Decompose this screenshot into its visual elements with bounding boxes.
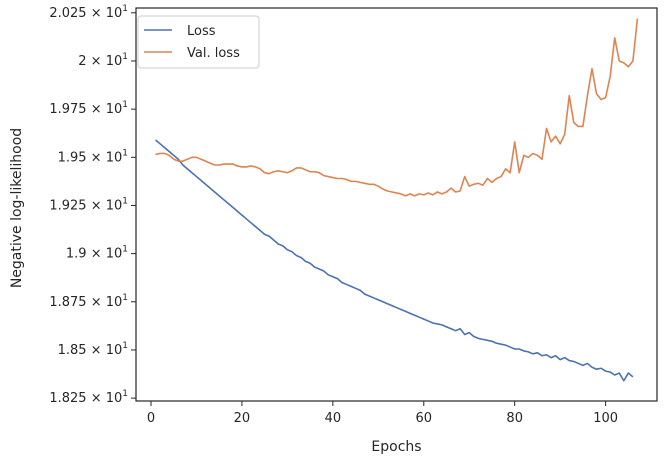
legend: Loss Val. loss	[137, 15, 260, 69]
x-tick-label: 40	[325, 411, 342, 426]
y-tick-label: 2 × 101	[78, 52, 128, 69]
x-tick-label: 60	[416, 411, 433, 426]
x-tick-label: 80	[506, 411, 523, 426]
y-tick-label: 1.9 × 101	[66, 245, 128, 262]
y-tick-label: 1.925 × 101	[49, 196, 128, 213]
series-line-val-loss	[155, 18, 639, 197]
x-axis-label: Epochs	[371, 439, 421, 455]
legend-box	[137, 15, 260, 69]
y-axis-label: Negative log-likelihood	[9, 128, 25, 288]
series-layer	[155, 18, 639, 382]
y-tick-label: 1.95 × 101	[58, 148, 128, 165]
legend-label-val-loss: Val. loss	[187, 46, 240, 61]
x-tick-label: 0	[147, 411, 155, 426]
series-line-loss	[155, 139, 634, 382]
x-tick-label: 100	[593, 411, 618, 426]
y-tick-label: 1.875 × 101	[49, 293, 128, 310]
ticks-layer: 0 20 40 60 80 100 1.825 × 101 1.85 × 101 1.875 ×…	[49, 4, 618, 426]
x-tick-label: 20	[234, 411, 251, 426]
y-tick-label: 2.025 × 101	[49, 4, 128, 21]
y-tick-label: 1.825 × 101	[49, 389, 128, 406]
plot-background	[136, 8, 657, 401]
y-tick-label: 1.975 × 101	[49, 100, 128, 117]
y-tick-label: 1.85 × 101	[58, 341, 128, 358]
legend-label-loss: Loss	[187, 24, 216, 39]
plot-frame	[135, 7, 658, 402]
